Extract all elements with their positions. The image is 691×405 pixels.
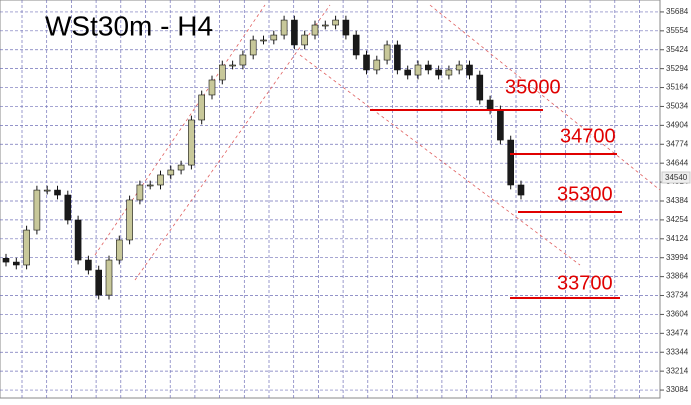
candle-body <box>2 257 10 263</box>
candle-body <box>270 34 278 41</box>
candle-body <box>455 64 463 71</box>
candle-body <box>466 64 473 76</box>
candle-body <box>229 64 236 67</box>
candle-body <box>445 69 453 76</box>
y-tick-label: 34384 <box>666 196 689 205</box>
candle-body <box>188 119 195 166</box>
candle-body <box>13 261 20 266</box>
y-tick-label: 33474 <box>666 328 689 337</box>
candle-body <box>517 184 525 196</box>
candle-body <box>342 19 350 36</box>
y-tick-label: 33734 <box>666 291 689 300</box>
candle-body <box>239 54 247 66</box>
y-tick-label: 35424 <box>666 45 689 54</box>
candle-body <box>260 39 267 42</box>
y-tick-label: 34124 <box>666 234 689 243</box>
level-label: 35300 <box>557 183 613 205</box>
candle-body <box>198 94 205 121</box>
level-label: 34700 <box>560 125 616 147</box>
y-tick-label: 35034 <box>666 102 689 111</box>
candle-body <box>311 24 319 36</box>
candle-body <box>23 229 30 266</box>
candle-body <box>95 269 102 296</box>
candle-body <box>424 64 432 71</box>
y-tick-label: 34774 <box>666 139 689 148</box>
candle-body <box>414 64 422 76</box>
y-tick-label: 35294 <box>666 64 689 73</box>
candle-body <box>383 44 391 61</box>
candle-body <box>280 19 288 36</box>
candle-body <box>146 184 154 187</box>
y-tick-label: 33214 <box>666 366 689 375</box>
candle-body <box>167 169 175 176</box>
y-tick-label: 33084 <box>666 385 689 394</box>
y-tick-label: 35554 <box>666 26 689 35</box>
candle-body <box>249 39 257 56</box>
candle-body <box>136 184 144 201</box>
level-label: 35000 <box>505 76 561 98</box>
y-tick-label: 33344 <box>666 347 689 356</box>
candle-body <box>33 189 41 231</box>
candle-body <box>435 69 442 76</box>
candle-body <box>177 164 185 171</box>
y-tick-label: 33994 <box>666 253 689 262</box>
y-tick-label: 34904 <box>666 120 689 129</box>
candle-body <box>486 99 494 111</box>
candle-body <box>157 174 164 186</box>
level-label: 33700 <box>557 272 613 294</box>
candle-body <box>105 259 113 296</box>
current-price: 34540 <box>665 173 688 182</box>
candle-body <box>394 44 401 71</box>
price-box <box>661 171 691 184</box>
candle-body <box>116 239 123 261</box>
y-tick-label: 35684 <box>666 7 689 16</box>
candle-body <box>497 109 504 141</box>
candle-body <box>321 24 329 27</box>
candle-body <box>291 19 298 46</box>
candle-body <box>85 259 92 271</box>
plot-area <box>0 0 661 399</box>
candle-body <box>507 139 515 186</box>
channel-lines <box>94 4 661 281</box>
candle-body <box>373 59 381 71</box>
y-tick-label: 35164 <box>666 83 689 92</box>
candle-body <box>301 34 309 46</box>
chart-title: WSt30m - H4 <box>45 10 213 41</box>
candle-body <box>404 69 412 76</box>
y-tick-label: 34254 <box>666 215 689 224</box>
candle-body <box>332 19 339 26</box>
candle-body <box>219 64 226 81</box>
y-tick-label: 34644 <box>666 158 689 167</box>
candle-body <box>64 194 72 221</box>
candle-body <box>363 54 370 71</box>
candle-body <box>126 199 133 241</box>
candle-body <box>352 34 360 56</box>
y-tick-label: 33604 <box>666 310 689 319</box>
candle-body <box>476 74 484 101</box>
candle-body <box>43 189 51 192</box>
candle-body <box>208 79 216 96</box>
y-tick-label: 33864 <box>666 272 689 281</box>
candle-body <box>74 219 82 261</box>
candle-body <box>54 189 61 196</box>
